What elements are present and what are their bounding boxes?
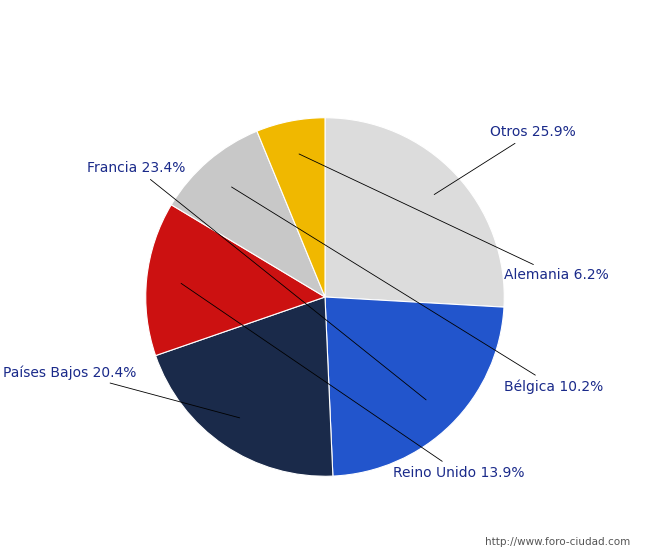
Text: Países Bajos 20.4%: Países Bajos 20.4% [3,365,240,418]
Text: Montefrío - Turistas extranjeros según país - Agosto de 2024: Montefrío - Turistas extranjeros según p… [62,16,588,35]
Text: http://www.foro-ciudad.com: http://www.foro-ciudad.com [486,537,630,547]
Text: Otros 25.9%: Otros 25.9% [434,125,576,195]
Wedge shape [146,205,325,356]
Wedge shape [172,131,325,297]
Text: Bélgica 10.2%: Bélgica 10.2% [231,187,603,394]
Wedge shape [155,297,333,476]
Wedge shape [257,118,325,297]
Wedge shape [325,297,504,476]
Text: Reino Unido 13.9%: Reino Unido 13.9% [181,283,525,480]
Text: Alemania 6.2%: Alemania 6.2% [299,154,609,283]
Wedge shape [325,118,504,307]
Text: Francia 23.4%: Francia 23.4% [87,161,426,400]
